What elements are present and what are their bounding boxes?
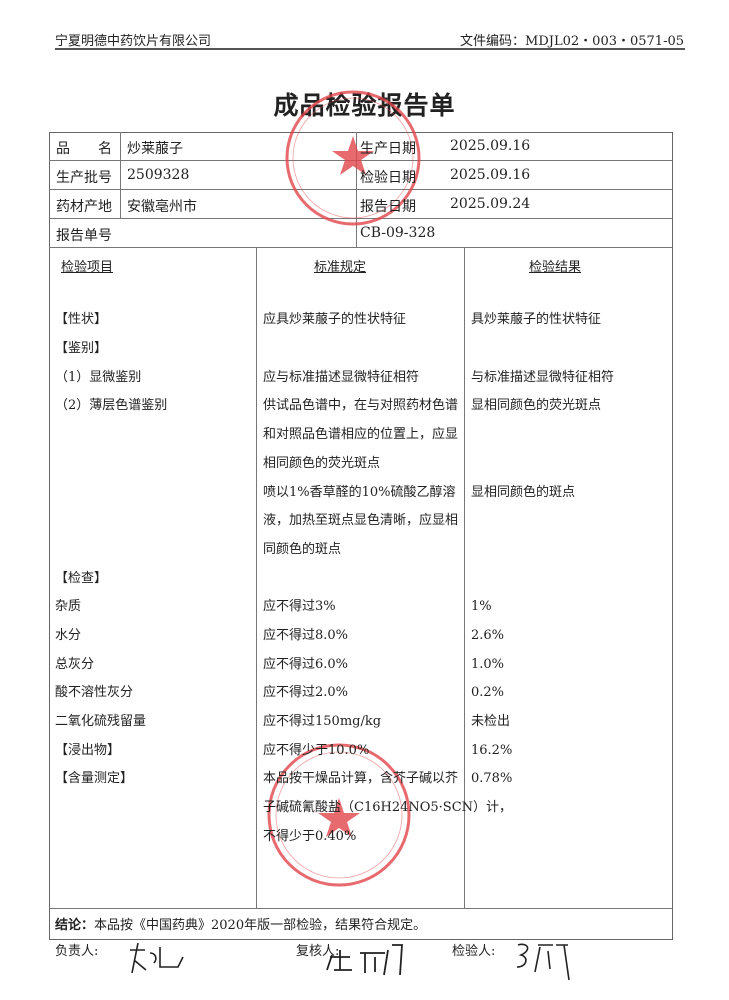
test-date-label: 检验日期	[360, 170, 416, 186]
standard-cell: 应不得过150mg/kg	[263, 714, 382, 729]
standard-cell: 不得少于0.40%	[263, 828, 357, 844]
company-name: 宁夏明德中药饮片有限公司	[55, 34, 212, 49]
result-cell	[471, 254, 614, 283]
header-divider	[55, 48, 685, 50]
conclusion: 结论：本品按《中国药典》2020年版一部检验，结果符合规定。	[55, 914, 426, 933]
item-cell: 【浸出物】	[55, 742, 121, 758]
inspector-label: 检验人:	[452, 944, 496, 959]
item-cell: 总灰分	[55, 656, 95, 672]
document-code: 文件编码：MDJL02・003・0571-05	[460, 34, 684, 49]
result-cell: 显相同颜色的荧光斑点	[471, 398, 602, 414]
item-cell	[55, 426, 167, 455]
product-name: 炒莱菔子	[127, 141, 183, 157]
result-cell	[471, 283, 614, 312]
conclusion-text: 本品按《中国药典》2020年版一部检验，结果符合规定。	[94, 918, 427, 933]
page-title: 成品检验报告单	[273, 91, 456, 120]
report-date-label: 报告日期	[360, 199, 416, 215]
divider	[49, 247, 672, 248]
standard-cell: 本品按干燥品计算，含芥子碱以芥	[263, 771, 459, 787]
reviewer-label: 复核人:	[296, 944, 340, 959]
result-cell: 2.6%	[471, 627, 505, 643]
result-cell: 显相同颜色的斑点	[471, 484, 576, 500]
result-cell: 具炒莱菔子的性状特征	[471, 312, 602, 328]
item-cell	[55, 283, 167, 312]
result-cell	[471, 455, 614, 484]
divider	[49, 908, 672, 909]
item-cell	[55, 455, 167, 484]
result-cell	[471, 541, 614, 570]
item-cell	[55, 541, 167, 570]
column-header-standard: 标准规定	[314, 260, 367, 275]
item-cell: 酸不溶性灰分	[55, 685, 134, 701]
result-cell	[471, 570, 614, 599]
signature-inspector	[516, 943, 570, 981]
item-cell: 杂质	[55, 599, 82, 615]
items-column: 【性状】【鉴别】 （1）显微鉴别 （2）薄层色谱鉴别 【检查】杂质水分总灰分酸不溶性灰…	[55, 254, 167, 799]
column-header-item: 检验项目	[61, 260, 114, 275]
report-date: 2025.09.24	[450, 196, 531, 212]
result-cell: 0.78%	[471, 771, 513, 787]
signature-responsible	[130, 942, 184, 974]
standard-cell: 应不得过6.0%	[263, 656, 349, 672]
result-cell: 16.2%	[471, 742, 513, 758]
item-cell: 【鉴别】	[55, 341, 108, 357]
prod-date-label: 生产日期	[360, 141, 416, 157]
batch-label: 生产批号	[56, 170, 112, 186]
divider	[464, 247, 465, 908]
batch-number: 2509328	[127, 167, 190, 183]
standards-column: 应具炒莱菔子的性状特征 应与标准描述显微特征相符供试品色谱中，在与对照药材色谱 和对…	[263, 254, 512, 856]
standard-cell: 喷以1%香草醛的10%硫酸乙醇溶	[263, 484, 456, 500]
standard-cell: 液，加热至斑点显色清晰，应显相	[263, 513, 459, 529]
prod-date: 2025.09.16	[450, 138, 531, 154]
standard-cell: 应不得过3%	[263, 599, 336, 615]
divider	[256, 247, 257, 908]
column-header-result: 检验结果	[529, 260, 582, 275]
standard-cell: 和对照品色谱相应的位置上，应显	[263, 427, 459, 443]
divider	[49, 218, 672, 219]
standard-cell: 应不得过8.0%	[263, 627, 349, 643]
result-cell	[471, 426, 614, 455]
item-cell: 二氧化硫残留量	[55, 714, 147, 729]
standard-cell: 子碱硫氰酸盐（C16H24NO5·SCN）计，	[263, 800, 513, 816]
standard-cell: 应不得少于10.0%	[263, 742, 370, 758]
item-cell: （2）薄层色谱鉴别	[55, 398, 168, 414]
responsible-label: 负责人:	[55, 944, 99, 959]
item-cell: 【检查】	[55, 570, 108, 586]
name-label: 品 名	[56, 141, 112, 157]
standard-cell: 应不得过2.0%	[263, 685, 349, 701]
standard-cell: 应具炒莱菔子的性状特征	[263, 312, 407, 328]
divider	[49, 160, 672, 161]
divider	[120, 132, 121, 218]
origin: 安徽亳州市	[127, 199, 197, 215]
result-cell: 0.2%	[471, 685, 505, 701]
item-cell	[55, 512, 167, 541]
item-cell	[55, 484, 167, 513]
divider	[49, 189, 672, 190]
standard-cell: 供试品色谱中，在与对照药材色谱	[263, 398, 459, 414]
result-cell: 与标准描述显微特征相符	[471, 369, 615, 385]
test-date: 2025.09.16	[450, 167, 531, 183]
item-cell: 【含量测定】	[55, 771, 134, 787]
report-number: CB-09-328	[360, 225, 436, 241]
result-cell	[471, 340, 614, 369]
result-cell: 1.0%	[471, 656, 505, 672]
result-cell	[471, 512, 614, 541]
item-cell: （1）显微鉴别	[55, 369, 142, 385]
divider	[356, 132, 357, 247]
item-cell: 【性状】	[55, 312, 108, 328]
result-cell: 未检出	[471, 714, 511, 729]
item-cell	[55, 254, 167, 283]
conclusion-label: 结论：	[55, 918, 95, 933]
result-cell: 1%	[471, 599, 492, 615]
results-column: 具炒莱菔子的性状特征 与标准描述显微特征相符 显相同颜色的荧光斑点 显相同颜色的斑点 1…	[471, 254, 614, 799]
item-cell: 水分	[55, 627, 82, 643]
standard-cell: 应与标准描述显微特征相符	[263, 369, 420, 385]
origin-label: 药材产地	[56, 199, 112, 215]
signatures	[130, 942, 570, 981]
report-no-label: 报告单号	[56, 228, 112, 244]
standard-cell: 相同颜色的荧光斑点	[263, 455, 381, 471]
standard-cell: 同颜色的斑点	[263, 541, 342, 557]
